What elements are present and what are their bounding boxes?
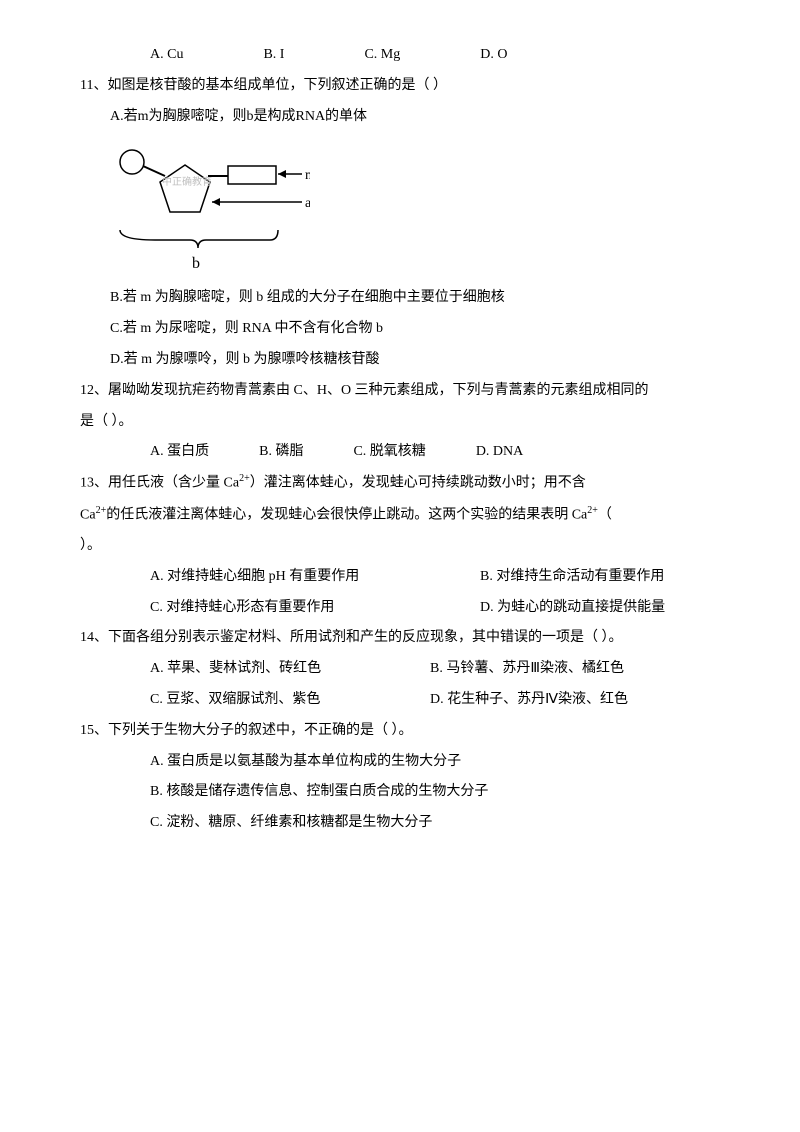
q11-stem: 11、如图是核苷酸的基本组成单位，下列叙述正确的是（ ）: [60, 71, 740, 102]
q10-options: A. Cu B. I C. Mg D. O: [60, 40, 740, 71]
q14-options-row1: A. 苹果、斐林试剂、砖红色 B. 马铃薯、苏丹Ⅲ染液、橘红色: [60, 654, 740, 685]
q11-opt-c: C.若 m 为尿嘧啶，则 RNA 中不含有化合物 b: [60, 314, 740, 345]
nucleotide-svg: m a b: [110, 140, 310, 275]
q12-options: A. 蛋白质 B. 磷脂 C. 脱氧核糖 D. DNA: [60, 437, 740, 468]
q12-opt-a: A. 蛋白质: [150, 437, 209, 468]
q15-opt-c: C. 淀粉、糖原、纤维素和核糖都是生物大分子: [60, 808, 740, 839]
q14-opt-b: B. 马铃薯、苏丹Ⅲ染液、橘红色: [430, 654, 624, 685]
watermark-text: 中正确教育: [162, 172, 212, 194]
q13-stem1: 13、用任氏液（含少量 Ca2+）灌注离体蛙心，发现蛙心可持续跳动数小时；用不含: [60, 468, 740, 499]
q11-diagram-container: 中正确教育 m a b: [60, 140, 740, 275]
q13-stem2: Ca2+的任氏液灌注离体蛙心，发现蛙心会很快停止跳动。这两个实验的结果表明 Ca…: [60, 500, 740, 531]
q13-opt-c: C. 对维持蛙心形态有重要作用: [150, 593, 480, 624]
q14-stem: 14、下面各组分别表示鉴定材料、所用试剂和产生的反应现象，其中错误的一项是（ ）…: [60, 623, 740, 654]
q11-opt-d: D.若 m 为腺嘌呤，则 b 为腺嘌呤核糖核苷酸: [60, 345, 740, 376]
q14-opt-d: D. 花生种子、苏丹Ⅳ染液、红色: [430, 685, 628, 716]
q14-opt-a: A. 苹果、斐林试剂、砖红色: [150, 654, 430, 685]
q12-opt-b: B. 磷脂: [259, 437, 303, 468]
label-a: a: [305, 196, 310, 211]
q10-opt-c: C. Mg: [364, 40, 400, 71]
q13-opt-b: B. 对维持生命活动有重要作用: [480, 562, 664, 593]
q13-opt-a: A. 对维持蛙心细胞 pH 有重要作用: [150, 562, 480, 593]
q13-stem3: ）。: [60, 531, 740, 562]
q15-opt-a: A. 蛋白质是以氨基酸为基本单位构成的生物大分子: [60, 747, 740, 778]
label-m: m: [305, 168, 310, 183]
q10-opt-d: D. O: [480, 40, 507, 71]
q10-opt-a: A. Cu: [150, 40, 183, 71]
q12-opt-d: D. DNA: [476, 437, 523, 468]
q14-options-row2: C. 豆浆、双缩脲试剂、紫色 D. 花生种子、苏丹Ⅳ染液、红色: [60, 685, 740, 716]
nucleotide-diagram: 中正确教育 m a b: [110, 140, 310, 275]
q13-options-row2: C. 对维持蛙心形态有重要作用 D. 为蛙心的跳动直接提供能量: [60, 593, 740, 624]
q14-opt-c: C. 豆浆、双缩脲试剂、紫色: [150, 685, 430, 716]
q11-opt-b: B.若 m 为胸腺嘧啶，则 b 组成的大分子在细胞中主要位于细胞核: [60, 283, 740, 314]
q11-opt-a: A.若m为胸腺嘧啶，则b是构成RNA的单体: [60, 102, 740, 133]
q12-opt-c: C. 脱氧核糖: [353, 437, 425, 468]
q13-opt-d: D. 为蛙心的跳动直接提供能量: [480, 593, 665, 624]
q10-opt-b: B. I: [263, 40, 284, 71]
q12-stem2: 是（ ）。: [60, 407, 740, 438]
q15-opt-b: B. 核酸是储存遗传信息、控制蛋白质合成的生物大分子: [60, 777, 740, 808]
q15-stem: 15、下列关于生物大分子的叙述中，不正确的是（ ）。: [60, 716, 740, 747]
q13-options-row1: A. 对维持蛙心细胞 pH 有重要作用 B. 对维持生命活动有重要作用: [60, 562, 740, 593]
label-b: b: [192, 255, 200, 272]
q12-stem1: 12、屠呦呦发现抗疟药物青蒿素由 C、H、O 三种元素组成，下列与青蒿素的元素组…: [60, 376, 740, 407]
